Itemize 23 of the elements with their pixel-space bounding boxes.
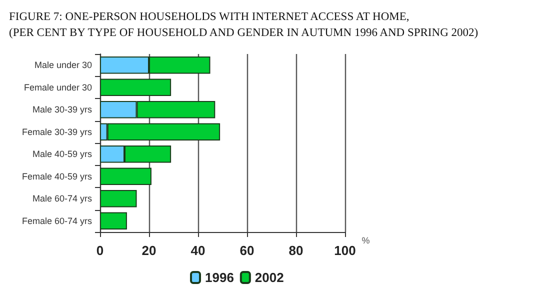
bar bbox=[100, 168, 152, 186]
y-tick-label: Male 30-39 yrs bbox=[32, 104, 92, 115]
y-tick-label: Male 40-59 yrs bbox=[32, 149, 92, 160]
bar bbox=[100, 78, 172, 96]
legend-label: 1996 bbox=[205, 270, 234, 285]
x-tick-label: 80 bbox=[288, 243, 304, 258]
legend-label: 2002 bbox=[254, 270, 284, 285]
x-tick-label: 40 bbox=[190, 243, 206, 258]
x-axis-title: % bbox=[362, 236, 370, 246]
y-tick-label: Male 60-74 yrs bbox=[32, 194, 92, 204]
y-tick-label: Male under 30 bbox=[34, 60, 92, 70]
y-tick-label: Female under 30 bbox=[24, 82, 92, 92]
bar bbox=[100, 190, 137, 208]
y-tick-label: Female 60-74 yrs bbox=[22, 216, 92, 226]
y-tick-label: Female 40-59 yrs bbox=[22, 171, 92, 182]
x-tick-label: 60 bbox=[240, 243, 254, 258]
x-tick-label: 20 bbox=[142, 243, 156, 258]
chart-subtitle: (PER CENT BY TYPE OF HOUSEHOLD AND GENDER IN AUTUMN 1996 AND SPRING 2002) bbox=[9, 27, 478, 39]
bar bbox=[100, 212, 127, 230]
x-tick-label: 100 bbox=[334, 243, 356, 258]
y-tick-label: Female 30-39 yrs bbox=[22, 126, 92, 137]
chart-title: FIGURE 7: ONE-PERSON HOUSEHOLDS WITH INTERNET ACCESS AT HOME, bbox=[9, 11, 410, 23]
x-tick-label: 0 bbox=[96, 243, 104, 258]
